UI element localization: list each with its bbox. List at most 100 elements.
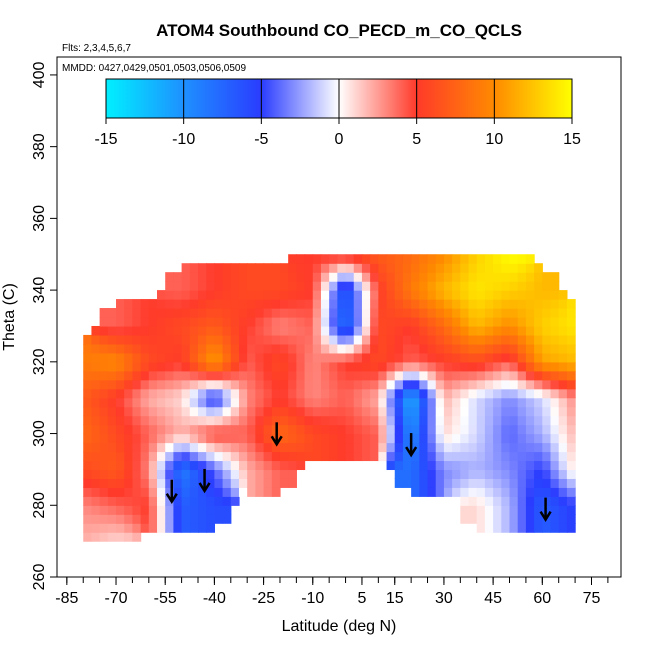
heatmap-cell xyxy=(419,415,429,426)
heatmap-cell xyxy=(468,487,478,497)
heatmap-cell xyxy=(107,370,117,381)
heatmap-cell xyxy=(304,325,314,336)
heatmap-cell xyxy=(157,361,166,372)
heatmap-cell xyxy=(345,361,355,372)
heatmap-cell xyxy=(378,415,388,426)
heatmap-cell xyxy=(353,361,363,372)
heatmap-cell xyxy=(435,361,445,372)
heatmap-cell xyxy=(517,254,527,264)
heatmap-cell xyxy=(312,308,322,318)
heatmap-cell xyxy=(501,478,511,488)
heatmap-cell xyxy=(116,469,125,479)
heatmap-cell xyxy=(124,325,134,336)
heatmap-cell xyxy=(279,334,289,345)
heatmap-cell xyxy=(222,379,232,390)
heatmap-cell xyxy=(427,308,437,318)
heatmap-cell xyxy=(132,514,142,524)
heatmap-cell xyxy=(222,415,232,426)
heatmap-cell xyxy=(99,379,109,390)
heatmap-cell xyxy=(279,317,289,327)
heatmap-cell xyxy=(329,361,338,372)
heatmap-cell xyxy=(173,424,183,435)
y-tick-label: 360 xyxy=(31,205,48,232)
heatmap-cell xyxy=(550,290,560,300)
heatmap-cell xyxy=(279,281,289,291)
heatmap-cell xyxy=(296,334,306,345)
heatmap-cell xyxy=(501,254,511,264)
heatmap-cell xyxy=(304,299,314,309)
heatmap-cell xyxy=(91,460,101,471)
heatmap-cell xyxy=(304,343,314,354)
heatmap-cell xyxy=(230,317,240,327)
heatmap-cell xyxy=(484,451,494,462)
heatmap-cell xyxy=(558,334,568,345)
heatmap-cell xyxy=(402,379,412,390)
heatmap-cell xyxy=(394,370,404,381)
heatmap-cell xyxy=(214,272,224,282)
heatmap-cell xyxy=(345,290,355,300)
heatmap-cell xyxy=(116,352,125,363)
heatmap-cell xyxy=(443,406,453,417)
heatmap-cell xyxy=(361,281,371,291)
heatmap-cell xyxy=(525,433,535,444)
heatmap-cell xyxy=(419,317,429,327)
heatmap-cell xyxy=(460,433,470,444)
heatmap-cell xyxy=(132,406,142,417)
heatmap-cell xyxy=(255,317,265,327)
heatmap-cell xyxy=(198,388,207,399)
heatmap-cell xyxy=(452,487,461,497)
heatmap-cell xyxy=(509,263,519,273)
heatmap-cell xyxy=(107,514,117,524)
heatmap-cell xyxy=(116,487,125,497)
heatmap-cell xyxy=(279,415,289,426)
heatmap-cell xyxy=(370,352,379,363)
heatmap-cell xyxy=(517,469,527,479)
heatmap-cell xyxy=(238,415,248,426)
heatmap-cell xyxy=(452,496,461,506)
heatmap-cell xyxy=(279,308,289,318)
heatmap-cell xyxy=(534,496,543,506)
heatmap-cell xyxy=(116,433,125,444)
heatmap-cell xyxy=(550,505,560,515)
heatmap-cell xyxy=(542,361,552,372)
heatmap-cell xyxy=(181,317,191,327)
heatmap-cell xyxy=(304,415,314,426)
heatmap-cell xyxy=(329,343,338,354)
heatmap-cell xyxy=(181,469,191,479)
heatmap-cell xyxy=(542,451,552,462)
heatmap-cell xyxy=(361,263,371,273)
heatmap-cell xyxy=(173,317,183,327)
heatmap-cell xyxy=(509,352,519,363)
heatmap-cell xyxy=(206,406,215,417)
heatmap-cell xyxy=(427,424,437,435)
heatmap-cell xyxy=(517,415,527,426)
heatmap-cell xyxy=(132,334,142,345)
heatmap-cell xyxy=(501,317,511,327)
heatmap-cell xyxy=(206,397,215,408)
heatmap-cell xyxy=(370,451,379,462)
arrow-markers xyxy=(165,422,552,522)
heatmap-cell xyxy=(181,514,191,524)
heatmap-cell xyxy=(132,451,142,462)
heatmap-cell xyxy=(304,406,314,417)
heatmap-cell xyxy=(337,379,347,390)
heatmap-cell xyxy=(378,424,388,435)
colorbar-tick-label: 0 xyxy=(335,131,344,148)
heatmap-cell xyxy=(493,406,502,417)
heatmap-cell xyxy=(476,451,486,462)
heatmap-cell xyxy=(353,290,363,300)
heatmap-cell xyxy=(378,379,388,390)
heatmap-cell xyxy=(181,460,191,471)
heatmap-cell xyxy=(361,388,371,399)
heatmap-cell xyxy=(238,433,248,444)
heatmap-cell xyxy=(288,370,297,381)
heatmap-cell xyxy=(263,299,273,309)
heatmap-cell xyxy=(116,505,125,515)
heatmap-cell xyxy=(173,442,183,453)
heatmap-cell xyxy=(320,254,330,264)
heatmap-cell xyxy=(501,451,511,462)
dates-note: MMDD: 0427,0429,0501,0503,0506,0509 xyxy=(62,63,246,74)
heatmap-cell xyxy=(345,263,355,273)
heatmap-cell xyxy=(501,433,511,444)
